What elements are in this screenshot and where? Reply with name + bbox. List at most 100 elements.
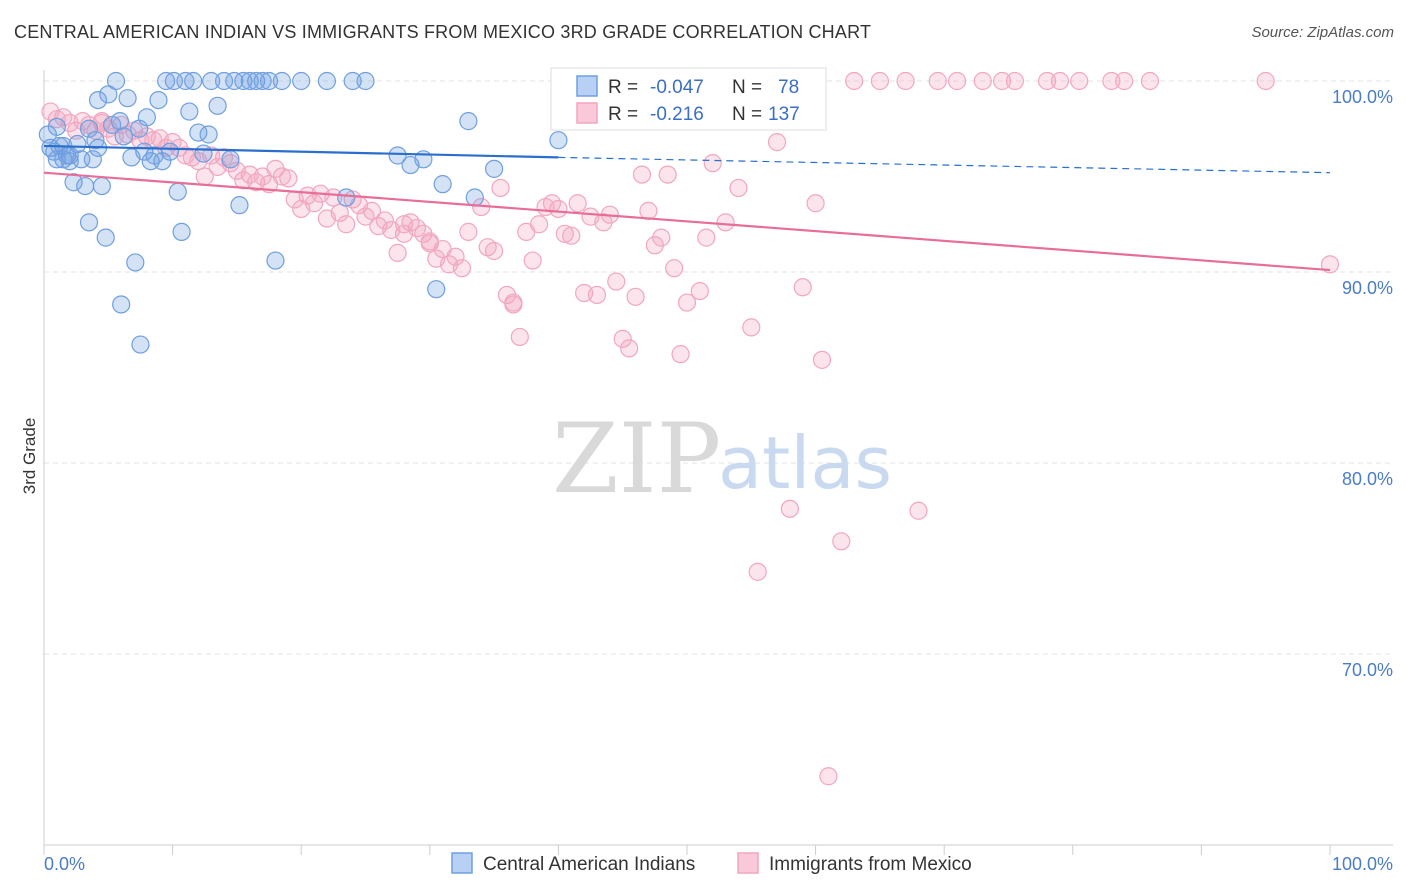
point-mexico-129 (1256, 71, 1275, 91)
x-tick-label-max: 100.0% (1332, 854, 1393, 874)
point-cai-54 (247, 71, 266, 91)
point-mexico-118 (928, 71, 947, 91)
point-cai-34 (153, 152, 172, 171)
point-mexico-80 (562, 226, 581, 245)
legend-swatch-blue (576, 75, 598, 97)
point-cai-27 (126, 253, 145, 272)
legend-n-label-pink: N = (732, 104, 762, 125)
point-cai-70 (459, 112, 478, 131)
point-cai-13 (83, 150, 102, 169)
point-mexico-78 (549, 199, 568, 219)
point-mexico-133 (504, 295, 523, 314)
point-mexico-35 (266, 159, 285, 178)
point-mexico-93 (645, 236, 664, 255)
point-mexico-101 (703, 154, 722, 173)
point-mexico-74 (523, 251, 542, 270)
y-axis-label: 3rd Grade (20, 418, 39, 495)
point-mexico-134 (394, 215, 414, 234)
point-mexico-81 (568, 194, 587, 213)
point-mexico-45 (330, 203, 349, 222)
point-mexico-68 (485, 241, 504, 261)
chart-title: CENTRAL AMERICAN INDIAN VS IMMIGRANTS FR… (14, 22, 872, 42)
point-cai-38 (168, 182, 187, 201)
legend-r-label-pink: R = (608, 104, 638, 125)
point-cai-3 (47, 117, 66, 136)
point-cai-68 (427, 280, 446, 299)
point-cai-60 (317, 71, 337, 91)
point-mexico-58 (414, 224, 433, 243)
point-cai-14 (79, 213, 99, 232)
point-cai-22 (106, 71, 126, 91)
point-mexico-97 (671, 345, 690, 364)
point-cai-53 (240, 71, 259, 91)
point-mexico-117 (909, 501, 928, 520)
point-mexico-100 (697, 228, 716, 247)
point-mexico-79 (555, 224, 574, 243)
point-mexico-116 (896, 71, 915, 91)
point-cai-52 (234, 71, 253, 91)
point-mexico-107 (767, 133, 787, 152)
point-mexico-109 (793, 278, 812, 297)
point-cai-56 (259, 71, 279, 91)
point-cai-12 (79, 119, 99, 138)
source-label: Source: ZipAtlas.com (1251, 24, 1394, 41)
point-cai-23 (110, 112, 129, 131)
legend-n-value-blue: 78 (778, 77, 799, 98)
point-cai-44 (194, 144, 213, 163)
point-mexico-127 (1115, 71, 1134, 91)
point-mexico-72 (510, 327, 529, 347)
point-mexico-121 (992, 71, 1012, 91)
point-cai-33 (149, 90, 168, 110)
trend-line-cai (43, 144, 559, 159)
trend-lines (43, 144, 1331, 272)
point-mexico-85 (594, 213, 613, 232)
point-cai-62 (343, 71, 362, 91)
point-mexico-122 (1005, 71, 1025, 91)
point-cai-8 (64, 173, 83, 192)
point-mexico-90 (626, 287, 645, 306)
point-mexico-112 (819, 767, 838, 786)
point-mexico-110 (806, 194, 825, 213)
point-mexico-105 (748, 562, 767, 581)
series-central-american-indians (38, 71, 568, 354)
point-cai-64 (388, 146, 407, 165)
point-cai-17 (92, 176, 111, 196)
point-mexico-111 (812, 350, 832, 369)
point-cai-77 (131, 335, 150, 354)
point-cai-69 (465, 188, 484, 207)
point-mexico-104 (742, 318, 761, 337)
point-mexico-84 (587, 285, 607, 305)
legend-swatch-pink (576, 102, 598, 124)
point-cai-58 (272, 71, 292, 91)
bottom-legend-label-pink: Immigrants from Mexico (769, 854, 972, 875)
point-mexico-52 (375, 211, 394, 230)
point-mexico-123 (1037, 71, 1057, 91)
point-mexico-102 (716, 213, 735, 232)
point-mexico-88 (613, 329, 632, 348)
point-mexico-37 (279, 169, 298, 188)
point-mexico-64 (452, 259, 472, 278)
point-cai-45 (199, 125, 218, 144)
point-mexico-125 (1070, 71, 1089, 91)
point-mexico-95 (658, 165, 677, 184)
point-cai-72 (549, 131, 568, 150)
point-cai-36 (160, 142, 180, 161)
legend-n-value-pink: 137 (768, 104, 800, 125)
point-mexico-92 (639, 201, 658, 220)
point-cai-59 (292, 71, 311, 91)
y-tick-label-3: 70.0% (1342, 660, 1393, 680)
point-cai-18 (88, 90, 108, 110)
point-cai-42 (184, 71, 203, 91)
point-mexico-136 (420, 234, 439, 253)
point-mexico-119 (947, 71, 967, 91)
correlation-legend: R = -0.047 N = 78 R = -0.216 N = 137 (550, 67, 827, 131)
point-cai-40 (176, 71, 195, 91)
series-legend: Central American Indians Immigrants from… (451, 852, 972, 875)
point-cai-20 (99, 85, 118, 104)
point-mexico-130 (1320, 255, 1340, 274)
point-mexico-115 (870, 71, 890, 91)
point-cai-67 (433, 175, 452, 194)
point-mexico-124 (1050, 71, 1070, 91)
point-cai-46 (202, 71, 221, 91)
point-cai-51 (230, 196, 249, 215)
